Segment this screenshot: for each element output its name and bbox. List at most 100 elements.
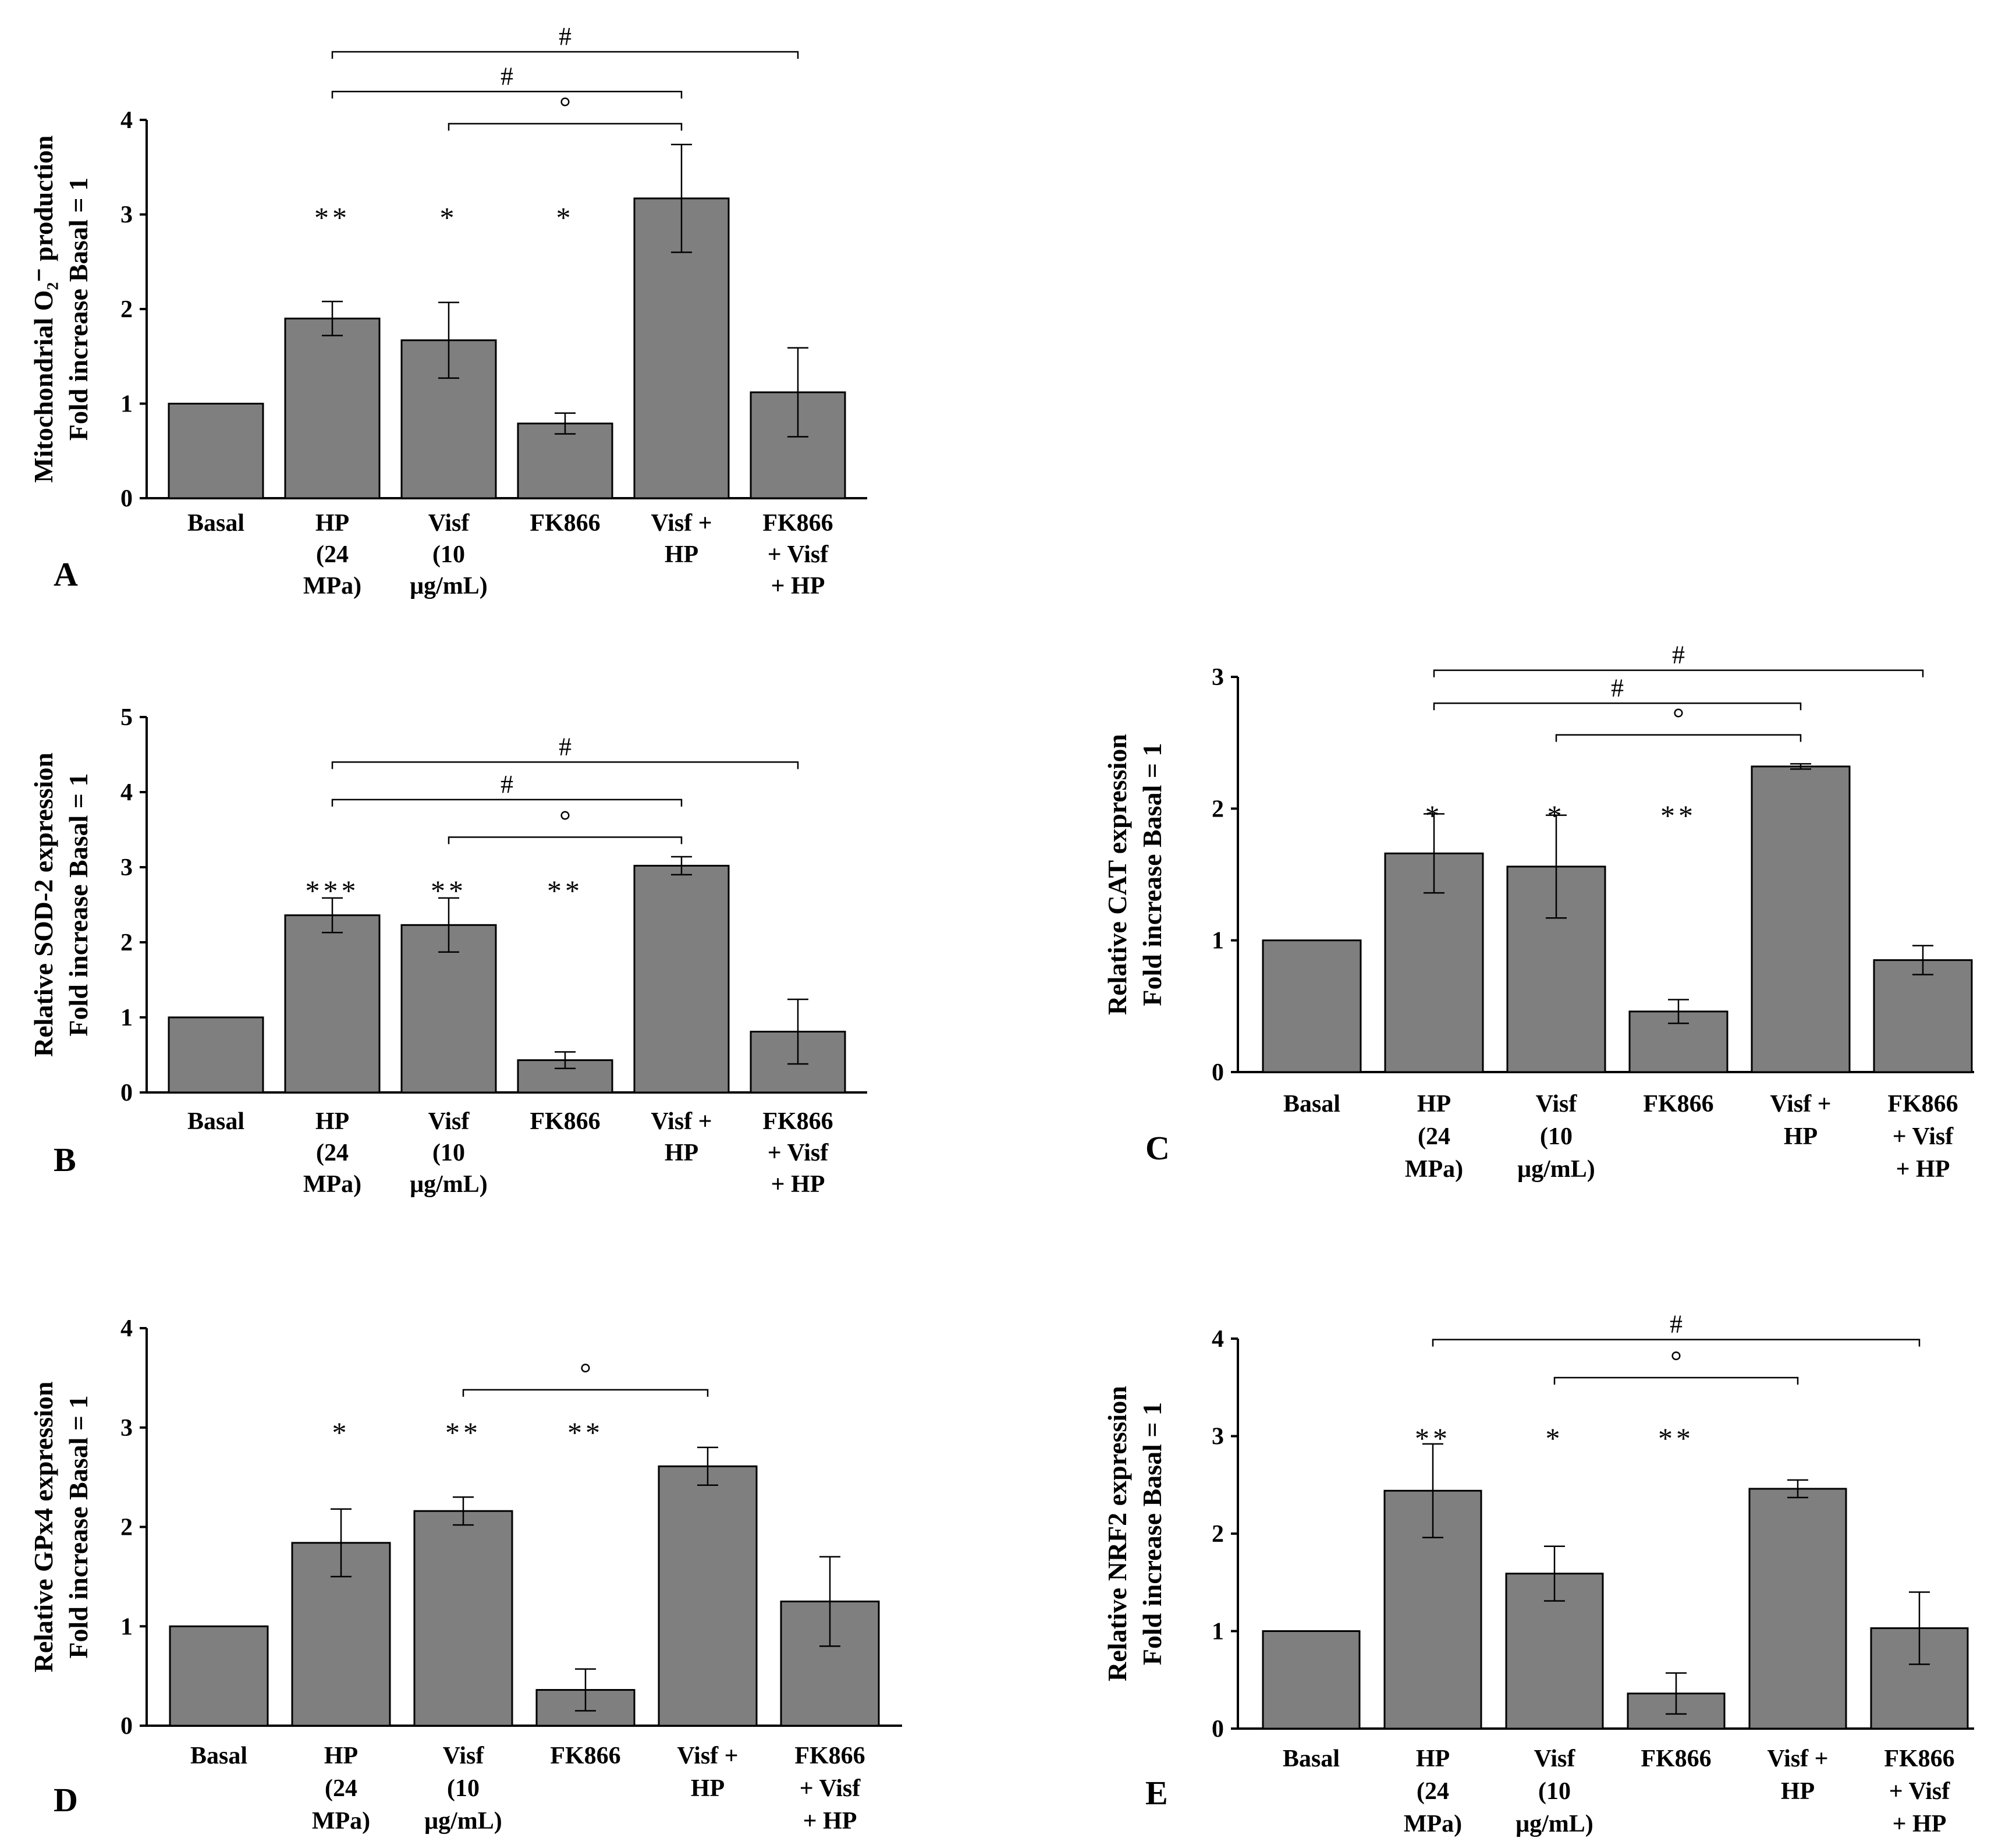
comparison-label: #	[559, 22, 572, 51]
x-tick-label: Visf	[428, 1108, 470, 1135]
x-tick-label: FK866	[762, 510, 833, 537]
comparison-label: #	[1670, 1310, 1683, 1339]
comparison-bracket	[448, 836, 683, 845]
x-tick-label: HP	[315, 1108, 349, 1135]
comparison-label: #	[501, 62, 513, 90]
significance-marker: **	[445, 1416, 481, 1449]
y-tick-label: 4	[120, 1315, 133, 1342]
x-tick-label: + Visf	[800, 1775, 861, 1802]
x-tick-label: Visf +	[651, 510, 712, 537]
bar	[400, 924, 497, 1094]
y-tick-label: 3	[120, 1415, 133, 1442]
x-tick-label: μg/mL)	[410, 573, 487, 599]
x-tick-label: Visf +	[677, 1743, 738, 1769]
x-tick-label: HP	[665, 1140, 698, 1166]
x-tick-label: + HP	[803, 1808, 857, 1835]
y-tick-label: 0	[120, 1713, 133, 1740]
x-tick-label: (24	[1418, 1123, 1450, 1150]
y-tick-label: 3	[120, 202, 133, 229]
x-tick-label: HP	[1784, 1123, 1818, 1150]
y-tick-label: 1	[1212, 928, 1224, 955]
comparison-label: °	[559, 804, 571, 836]
y-axis-label: Fold increase Basal = 1	[63, 178, 93, 441]
x-tick-label: FK866	[530, 510, 600, 537]
y-tick-label: 4	[1212, 1326, 1224, 1353]
y-axis-label: Mitochondrial O₂⁻ production	[29, 136, 58, 483]
x-tick-label: + Visf	[768, 1140, 829, 1166]
x-tick-label: (10	[1538, 1778, 1571, 1805]
bar	[633, 864, 730, 1094]
x-tick-label: (10	[1540, 1123, 1573, 1150]
y-tick-label: 4	[120, 779, 133, 806]
x-tick-label: μg/mL)	[1515, 1811, 1593, 1837]
y-tick-label: 1	[120, 391, 133, 418]
panel-letter: B	[54, 1141, 76, 1179]
x-tick-label: FK866	[550, 1743, 620, 1769]
comparison-label: °	[1670, 1344, 1682, 1377]
comparison-bracket	[1432, 1339, 1921, 1347]
bar	[517, 423, 613, 499]
bar	[1751, 765, 1851, 1073]
significance-marker: **	[1660, 799, 1696, 832]
y-tick-label: 0	[120, 485, 133, 512]
bar	[1505, 1573, 1604, 1730]
y-axis-label: Relative NRF2 expression	[1102, 1386, 1132, 1681]
panel-a: 0 1 2 3 4 Mitochondrial O₂⁻ production Fold in…	[29, 22, 867, 599]
x-tick-label: + Visf	[1889, 1778, 1950, 1805]
y-tick-label: 4	[120, 107, 133, 134]
x-tick-label: HP	[324, 1743, 358, 1769]
comparison-label: °	[1673, 702, 1684, 735]
bar	[284, 914, 381, 1094]
significance-marker: ***	[306, 874, 360, 907]
x-tick-label: Visf	[1536, 1091, 1578, 1117]
comparison-bracket	[1553, 1376, 1799, 1385]
x-tick-label: MPa)	[303, 1171, 361, 1198]
x-tick-label: MPa)	[303, 573, 361, 599]
y-axis-label: Relative CAT expression	[1102, 734, 1132, 1015]
x-tick-label: (24	[316, 1140, 349, 1166]
significance-marker: *	[332, 1416, 350, 1449]
significance-marker: *	[1546, 1422, 1564, 1454]
panel-d: 0 1 2 3 4 Relative GPx4 expression Fold increa…	[29, 1315, 902, 1835]
x-tick-label: FK866	[1884, 1745, 1954, 1772]
x-tick-label: Visf +	[1767, 1745, 1828, 1772]
y-axis-label: Fold increase Basal = 1	[63, 1395, 93, 1658]
x-tick-label: Basal	[187, 510, 244, 537]
x-tick-label: Visf	[443, 1743, 485, 1769]
x-tick-label: Basal	[1283, 1091, 1340, 1117]
y-tick-label: 2	[120, 929, 133, 956]
bar	[284, 317, 381, 499]
significance-marker: *	[556, 201, 574, 234]
y-tick-label: 1	[120, 1613, 133, 1640]
significance-marker: **	[567, 1416, 604, 1449]
comparison-bracket	[1433, 702, 1802, 711]
significance-marker: *	[440, 201, 458, 234]
x-tick-label: Visf	[428, 510, 470, 537]
bar	[413, 1510, 513, 1727]
x-tick-label: FK866	[1641, 1745, 1711, 1772]
x-tick-label: Visf +	[1770, 1091, 1831, 1117]
y-tick-label: 1	[120, 1005, 133, 1031]
x-tick-label: Visf	[1534, 1745, 1576, 1772]
x-tick-label: + HP	[771, 573, 825, 599]
x-tick-label: HP	[665, 541, 698, 568]
x-tick-label: FK866	[762, 1108, 833, 1135]
y-tick-label: 2	[1212, 796, 1224, 822]
bar	[169, 1625, 269, 1727]
x-tick-label: (10	[432, 1140, 465, 1166]
x-tick-label: MPa)	[312, 1808, 370, 1835]
y-tick-label: 2	[120, 1514, 133, 1541]
panel-letter: D	[54, 1781, 78, 1819]
significance-marker: **	[431, 874, 467, 907]
comparison-bracket	[331, 91, 683, 99]
x-tick-label: (24	[325, 1775, 357, 1802]
x-tick-label: + HP	[1893, 1811, 1947, 1837]
y-tick-label: 0	[120, 1080, 133, 1106]
bar	[1506, 865, 1606, 1073]
x-tick-label: HP	[691, 1775, 725, 1802]
significance-marker: *	[1425, 799, 1443, 832]
panel-e: 0 1 2 3 4 Relative NRF2 expression Fold increa…	[1102, 1310, 1974, 1837]
comparison-bracket	[462, 1389, 709, 1397]
y-tick-label: 1	[1212, 1619, 1224, 1645]
x-tick-label: + Visf	[1893, 1123, 1954, 1150]
